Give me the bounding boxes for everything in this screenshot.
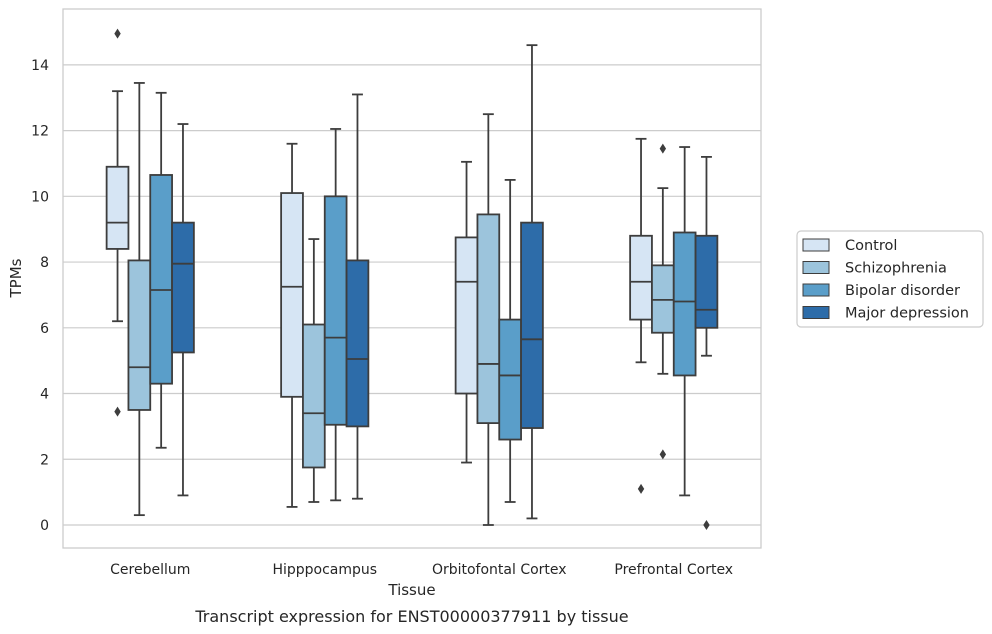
outlier-point <box>659 449 667 460</box>
iqr-box <box>520 221 544 429</box>
y-tick-label: 14 <box>31 58 49 74</box>
y-axis-label: TPMs <box>7 258 25 298</box>
iqr-box <box>171 221 195 354</box>
box-groups <box>105 28 719 530</box>
iqr-box <box>476 213 501 425</box>
chart-caption: Transcript expression for ENST0000037791… <box>194 607 628 626</box>
x-tick-label: Orbitofontal Cortex <box>432 562 567 578</box>
iqr-box <box>302 323 326 469</box>
box-bipolar-disorder <box>149 91 173 449</box>
y-tick-label: 0 <box>40 518 49 534</box>
outlier-point <box>114 406 121 417</box>
iqr-box <box>149 174 173 385</box>
y-tick-label: 6 <box>40 321 49 337</box>
legend-swatch <box>802 283 830 297</box>
iqr-box <box>694 234 719 329</box>
iqr-box <box>127 259 152 411</box>
legend-label: Bipolar disorder <box>845 283 960 299</box>
y-tick-label: 4 <box>40 387 49 403</box>
legend: Control Schizophrenia Bipolar disorder Majo… <box>796 230 984 328</box>
legend-label: Control <box>845 238 897 254</box>
y-tick-label: 10 <box>31 189 49 205</box>
legend-frame <box>796 230 984 328</box>
legend-item: Schizophrenia <box>802 261 947 277</box>
outlier-point <box>659 143 667 154</box>
box-bipolar-disorder <box>498 179 522 503</box>
box-control <box>105 28 130 417</box>
iqr-box <box>498 318 522 441</box>
box-major-depression <box>171 123 195 497</box>
y-tick-label: 8 <box>40 255 49 271</box>
iqr-box <box>280 192 304 398</box>
x-tick-label: Prefrontal Cortex <box>614 562 733 578</box>
legend-swatch <box>802 261 830 274</box>
x-tick-label: Cerebellum <box>110 562 190 578</box>
box-control <box>280 142 304 508</box>
x-axis-label: Tissue <box>387 581 435 599</box>
legend-item: Control <box>802 238 897 254</box>
iqr-box <box>454 236 479 395</box>
x-tick-labels: Cerebellum Hipppocampus Orbitofontal Corte… <box>110 562 733 578</box>
box-schizophrenia <box>651 143 675 460</box>
outlier-point <box>637 483 645 494</box>
iqr-box <box>345 259 370 428</box>
box-major-depression <box>694 155 719 530</box>
iqr-box <box>629 234 653 321</box>
box-control <box>629 137 653 494</box>
plot-frame <box>62 8 762 549</box>
iqr-box <box>323 195 348 426</box>
legend-label: Major depression <box>845 306 969 322</box>
box-schizophrenia <box>127 82 152 517</box>
y-tick-label: 12 <box>31 124 49 140</box>
legend-item: Major depression <box>802 306 969 322</box>
iqr-box <box>105 165 130 250</box>
box-major-depression <box>520 44 544 520</box>
box-major-depression <box>345 93 370 500</box>
y-tick-labels: 0 2 4 6 8 10 12 14 <box>31 58 49 534</box>
legend-swatch <box>802 238 830 252</box>
outlier-point <box>703 519 710 530</box>
box-schizophrenia <box>302 238 326 503</box>
outlier-point <box>114 28 121 39</box>
x-tick-label: Hipppocampus <box>272 562 377 578</box>
y-tick-label: 2 <box>40 452 49 468</box>
legend-label: Schizophrenia <box>845 261 947 277</box>
legend-item: Bipolar disorder <box>802 283 960 299</box>
legend-swatch <box>802 306 830 319</box>
iqr-box <box>672 231 697 377</box>
